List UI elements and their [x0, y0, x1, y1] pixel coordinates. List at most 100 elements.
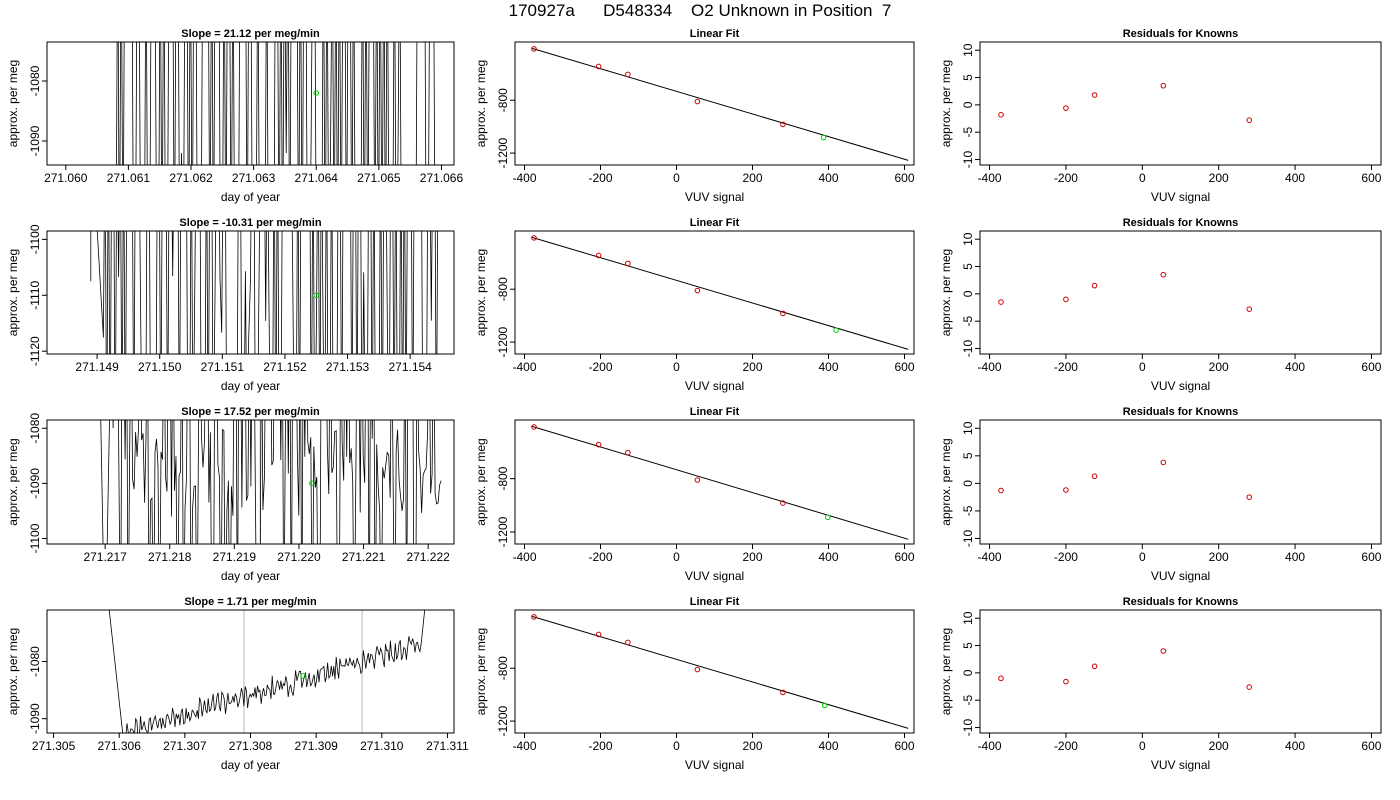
residual-point — [1160, 459, 1167, 466]
x-tick-label: 271.151 — [201, 360, 245, 374]
x-tick-label: 600 — [894, 550, 914, 564]
x-tick-label: 200 — [742, 550, 762, 564]
y-tick-label: -10 — [961, 340, 975, 358]
panel-title: Residuals for Knowns — [1123, 406, 1239, 418]
residual-point — [998, 299, 1004, 305]
plot-frame — [46, 419, 455, 545]
residual-point — [998, 487, 1004, 494]
x-tick-label: -400 — [512, 739, 536, 753]
y-tick-label: 10 — [961, 421, 975, 435]
y-axis-label: approx. per meg — [939, 249, 953, 336]
panel-title: Linear Fit — [690, 217, 740, 229]
figure-title: 170927a D548334 O2 Unknown in Position 7 — [508, 1, 892, 20]
x-tick-label: 400 — [1285, 739, 1305, 753]
x-tick-label: 200 — [1209, 360, 1229, 374]
x-tick-label: 0 — [673, 739, 680, 753]
fit-line — [531, 47, 909, 161]
unknown-point — [820, 134, 827, 141]
known-point — [625, 449, 631, 456]
x-tick-label: -400 — [512, 360, 536, 374]
x-tick-label: 271.305 — [32, 739, 76, 753]
panel-residuals-3: Residuals for Knowns -400 -200 0 200 400 600 -1… — [939, 406, 1382, 583]
x-axis-label: VUV signal — [1151, 569, 1210, 583]
residual-point — [998, 675, 1004, 682]
x-tick-label: 271.311 — [426, 739, 469, 753]
y-tick-label: -1080 — [28, 65, 42, 96]
x-tick-label: -400 — [978, 739, 1002, 753]
mean-point-marker — [313, 292, 320, 299]
y-tick-label: 0 — [961, 290, 975, 297]
plot-area — [531, 614, 909, 729]
y-tick-label: -1080 — [28, 413, 42, 444]
x-tick-label: -200 — [588, 171, 612, 185]
x-axis-label: VUV signal — [685, 190, 744, 204]
x-tick-label: 271.307 — [163, 739, 207, 753]
residual-point — [1246, 306, 1253, 312]
known-point — [531, 424, 537, 430]
plot-area — [998, 82, 1253, 123]
residual-point — [1091, 663, 1098, 670]
panel-linear-fit-3: Linear Fit -400 -200 0 200 400 600 -1200 -800 VUV… — [474, 406, 915, 583]
x-tick-label: -200 — [588, 550, 612, 564]
y-tick-label: 5 — [961, 263, 975, 270]
plot-area — [90, 231, 438, 354]
x-tick-label: -200 — [1054, 171, 1078, 185]
y-tick-label: -1100 — [28, 523, 42, 553]
x-tick-label: 271.060 — [44, 171, 88, 185]
panel-residuals-1: Residuals for Knowns -400 -200 0 200 400 600 -1… — [939, 28, 1382, 204]
fit-line — [531, 236, 909, 350]
x-tick-label: 271.153 — [326, 360, 370, 374]
y-axis-label: approx. per meg — [939, 60, 953, 147]
y-tick-label: -1090 — [28, 125, 42, 156]
y-tick-label: -5 — [961, 316, 975, 327]
y-axis-label: approx. per meg — [474, 249, 488, 336]
residual-point — [1160, 271, 1167, 278]
panel-title: Slope = 21.12 per meg/min — [181, 28, 320, 40]
x-tick-label: -400 — [512, 171, 536, 185]
x-tick-label: 271.222 — [406, 550, 450, 564]
y-axis-label: approx. per meg — [939, 438, 953, 525]
y-tick-label: -800 — [496, 88, 510, 112]
panel-residuals-2: Residuals for Knowns -400 -200 0 200 400 600 -1… — [939, 217, 1382, 393]
x-tick-label: 271.066 — [420, 171, 464, 185]
panel-linear-fit-2: Linear Fit -400 -200 0 200 400 600 -1200 -800 VUV… — [474, 217, 915, 393]
x-tick-label: 0 — [1139, 550, 1146, 564]
time-series-line — [116, 42, 436, 165]
known-point — [780, 500, 786, 506]
x-axis-label: VUV signal — [1151, 758, 1210, 772]
x-tick-label: 600 — [894, 360, 914, 374]
y-tick-label: -1120 — [28, 336, 42, 366]
y-tick-label: -5 — [961, 505, 975, 516]
x-tick-label: -400 — [978, 550, 1002, 564]
plot-area — [998, 271, 1253, 312]
x-axis-label: day of year — [221, 569, 280, 583]
x-tick-label: 600 — [1361, 550, 1381, 564]
time-series-line — [90, 231, 438, 354]
x-tick-label: 200 — [1209, 739, 1229, 753]
y-tick-label: -800 — [496, 656, 510, 680]
panel-title: Slope = 17.52 per meg/min — [181, 406, 320, 418]
x-tick-label: 271.219 — [213, 550, 257, 564]
panel-title: Residuals for Knowns — [1123, 28, 1239, 40]
y-tick-label: -1090 — [28, 468, 42, 499]
fit-line — [531, 425, 909, 540]
plot-frame — [514, 609, 915, 734]
x-tick-label: 400 — [818, 550, 838, 564]
x-tick-label: -400 — [512, 550, 536, 564]
x-tick-label: 271.310 — [360, 739, 404, 753]
y-tick-label: 10 — [961, 43, 975, 57]
known-point — [595, 631, 602, 638]
unknown-point — [821, 702, 828, 709]
x-axis-label: VUV signal — [685, 758, 744, 772]
x-axis-label: day of year — [221, 758, 280, 772]
known-point — [531, 46, 537, 52]
y-axis-label: approx. per meg — [6, 60, 20, 147]
x-tick-label: 600 — [1361, 739, 1381, 753]
x-tick-label: 271.154 — [388, 360, 432, 374]
x-axis-label: VUV signal — [1151, 379, 1210, 393]
x-tick-label: 271.220 — [277, 550, 321, 564]
x-tick-label: 400 — [818, 360, 838, 374]
plot-area — [108, 610, 426, 733]
plot-area — [998, 648, 1253, 690]
panel-residuals-4: Residuals for Knowns -400 -200 0 200 400 600 -1… — [939, 596, 1382, 772]
